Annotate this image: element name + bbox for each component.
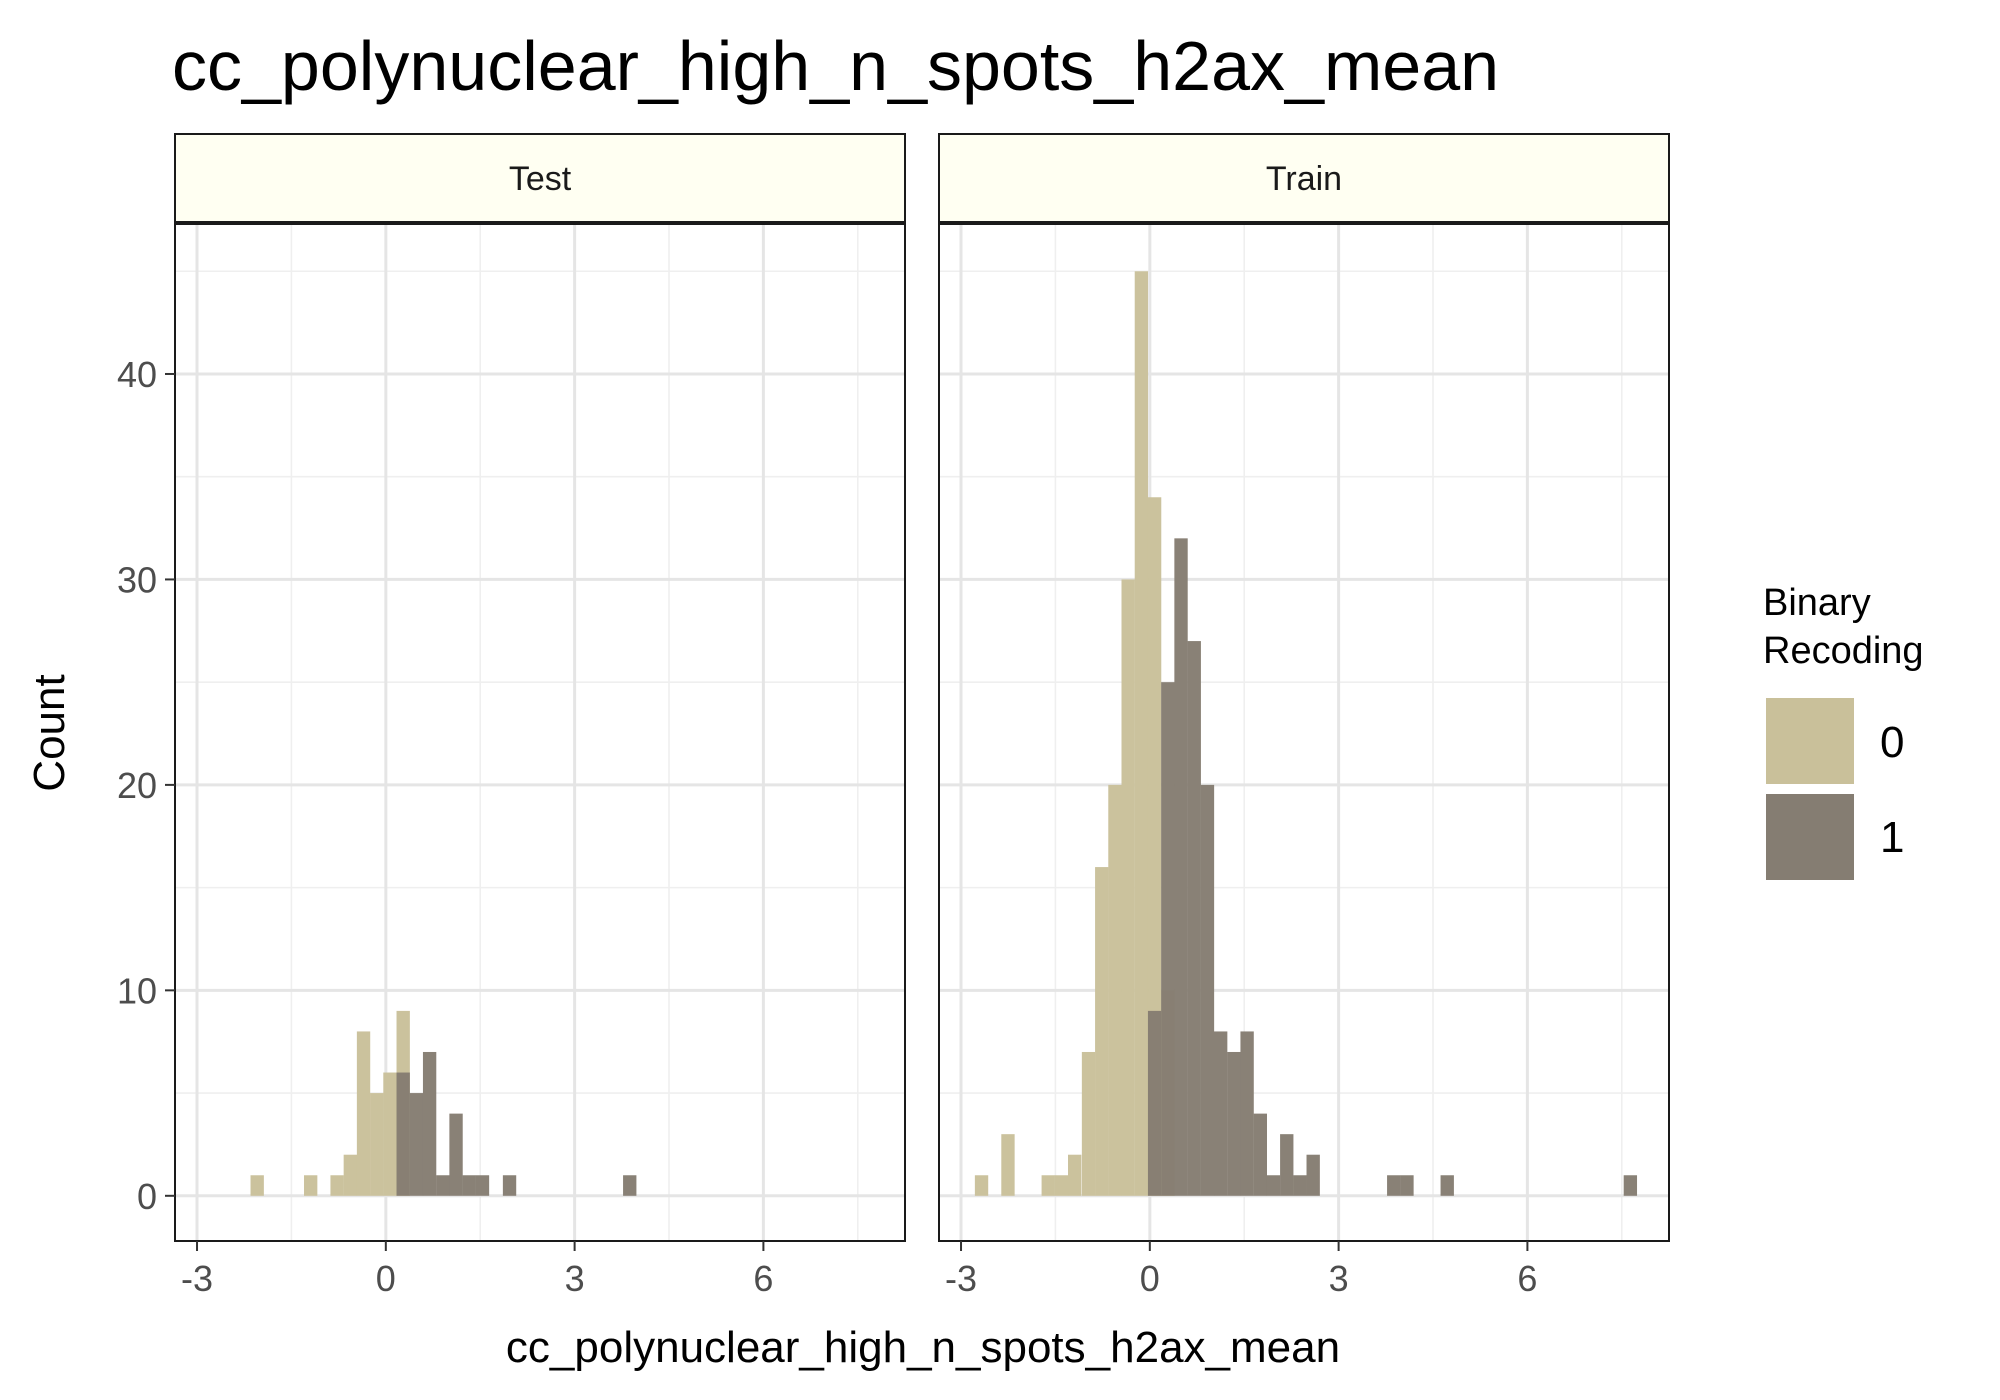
panel-train: Train -3 0 3 6: [938, 133, 1670, 1299]
x-tick-label: -3: [945, 1258, 977, 1299]
histogram-bar-1: [475, 1175, 490, 1196]
legend-title-line1: Binary: [1763, 582, 1871, 624]
histogram-bar-1: [1147, 1010, 1162, 1196]
histogram-bar-1: [1387, 1175, 1401, 1196]
histogram-bar-1: [422, 1051, 437, 1196]
plot-background: [175, 224, 905, 1241]
histogram-bar-0: [250, 1175, 264, 1196]
histogram-bar-1: [1306, 1154, 1320, 1196]
chart-title: cc_polynuclear_high_n_spots_h2ax_mean: [172, 27, 1499, 105]
histogram-bar-1: [1253, 1113, 1267, 1196]
histogram-bar-1: [1240, 1031, 1254, 1196]
histogram-bar-1: [1161, 682, 1175, 1196]
histogram-bar-0: [1134, 271, 1149, 1196]
x-tick-label: 0: [376, 1258, 396, 1299]
histogram-bar-1: [409, 1093, 424, 1196]
x-tick-label: 6: [1517, 1258, 1537, 1299]
legend-key-0: [1766, 698, 1854, 784]
histogram-bar-1: [462, 1175, 476, 1196]
histogram-bar-0: [304, 1175, 318, 1196]
histogram-bar-0: [383, 1072, 397, 1196]
facet-strip: [938, 133, 1670, 223]
histogram-bar-0: [1108, 784, 1122, 1196]
facet-strip-label: Test: [509, 160, 572, 198]
panel-border: [174, 223, 906, 1242]
histogram-bar-0: [1041, 1175, 1055, 1196]
histogram-bar-0: [974, 1175, 989, 1196]
histogram-bar-1: [1623, 1175, 1638, 1196]
y-tick-label: 0: [137, 1176, 157, 1217]
x-tick-label: 6: [753, 1258, 773, 1299]
y-tick-label: 20: [117, 765, 157, 806]
x-axis-title: cc_polynuclear_high_n_spots_h2ax_mean: [506, 1323, 1340, 1372]
y-axis-title: Count: [25, 674, 74, 791]
x-tick-label: 0: [1140, 1258, 1160, 1299]
legend: Binary Recoding 0 1: [1763, 582, 1924, 880]
histogram-bar-1: [1227, 1051, 1241, 1196]
histogram-bar-0: [1001, 1134, 1015, 1196]
histogram-bar-0: [1121, 579, 1135, 1196]
y-tick-label: 40: [117, 354, 157, 395]
legend-key-1: [1766, 794, 1854, 880]
histogram-bar-0: [343, 1154, 357, 1196]
legend-title-line2: Recoding: [1763, 630, 1924, 672]
panel-test: Test -3 0 3 6 0 10 20 30 40: [117, 133, 906, 1299]
histogram-bar-1: [449, 1113, 463, 1196]
histogram-bar-1: [1280, 1134, 1294, 1196]
y-tick-label: 30: [117, 559, 157, 600]
histogram-bar-1: [1187, 641, 1201, 1196]
y-tick-label: 10: [117, 970, 157, 1011]
x-tick-label: 3: [565, 1258, 585, 1299]
histogram-bar-1: [623, 1175, 637, 1196]
histogram-bar-0: [1095, 867, 1109, 1196]
legend-label-1: 1: [1880, 813, 1904, 862]
histogram-bar-1: [396, 1072, 410, 1196]
histogram-bar-1: [1440, 1175, 1454, 1196]
histogram-bar-1: [1293, 1175, 1307, 1196]
facet-strip: [174, 133, 906, 223]
legend-label-0: 0: [1880, 718, 1904, 767]
plot-background: [939, 224, 1669, 1241]
histogram-bar-1: [1174, 538, 1188, 1196]
histogram-bar-0: [330, 1175, 344, 1196]
facet-panels: Test -3 0 3 6 0 10 20 30 40 Train -3 0 3 6: [117, 133, 1670, 1299]
histogram-bar-0: [1054, 1175, 1069, 1196]
histogram-bar-0: [1081, 1051, 1096, 1196]
histogram-bar-1: [1266, 1175, 1281, 1196]
histogram-bar-1: [1200, 784, 1215, 1196]
x-tick-label: 3: [1329, 1258, 1349, 1299]
facet-strip-label: Train: [1266, 160, 1342, 198]
histogram-bar-1: [502, 1175, 517, 1196]
histogram-bar-0: [356, 1031, 371, 1196]
x-tick-label: -3: [181, 1258, 213, 1299]
histogram-bar-0: [1068, 1154, 1082, 1196]
panel-border: [938, 223, 1670, 1242]
histogram-bar-1: [1400, 1175, 1414, 1196]
histogram-bar-1: [436, 1175, 450, 1196]
histogram-bar-1: [1214, 1031, 1228, 1196]
histogram-bar-0: [370, 1093, 384, 1196]
